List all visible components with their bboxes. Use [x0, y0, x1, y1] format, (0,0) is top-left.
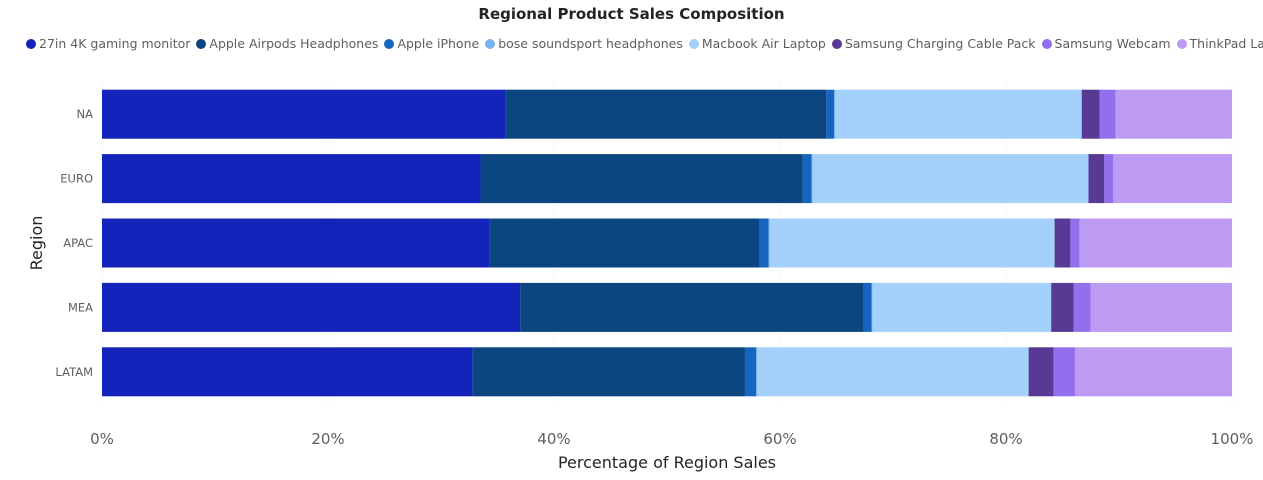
bar-segment[interactable]	[1090, 282, 1232, 332]
legend-item[interactable]: Apple iPhone	[384, 36, 479, 51]
bar-segment[interactable]	[505, 89, 827, 139]
legend-label: bose soundsport headphones	[498, 36, 683, 51]
bar-segment[interactable]	[1115, 89, 1232, 139]
bar-segment[interactable]	[863, 282, 872, 332]
bar-segment[interactable]	[802, 154, 812, 204]
bar-segment[interactable]	[835, 89, 1082, 139]
x-axis-title: Percentage of Region Sales	[558, 453, 776, 472]
bar-segment[interactable]	[1073, 282, 1091, 332]
bar-segment[interactable]	[1053, 347, 1075, 397]
legend-label: Apple Airpods Headphones	[209, 36, 379, 51]
legend-marker	[1176, 38, 1187, 49]
bar-segment[interactable]	[480, 154, 803, 204]
bar-segment[interactable]	[1081, 89, 1100, 139]
bar-segment[interactable]	[1054, 218, 1071, 268]
x-tick-label: 40%	[537, 430, 570, 448]
category-label: MEA	[68, 300, 93, 314]
bar-segment[interactable]	[1028, 347, 1054, 397]
bar-segment[interactable]	[834, 89, 836, 139]
legend-item[interactable]: 27in 4K gaming monitor	[26, 36, 190, 51]
x-tick-label: 80%	[989, 430, 1022, 448]
bar-segment[interactable]	[744, 347, 757, 397]
bar-segment[interactable]	[811, 154, 813, 204]
category-label: LATAM	[55, 365, 93, 379]
bar-segment[interactable]	[102, 282, 521, 332]
category-label: APAC	[63, 236, 93, 250]
bar-segment[interactable]	[871, 282, 873, 332]
legend-label: 27in 4K gaming monitor	[39, 36, 191, 51]
x-tick-label: 60%	[763, 430, 796, 448]
chart-title: Regional Product Sales Composition	[478, 5, 785, 23]
bar-segment[interactable]	[472, 347, 745, 397]
bar-segment[interactable]	[1079, 218, 1232, 268]
bar-segment[interactable]	[102, 89, 506, 139]
bar-segment[interactable]	[757, 347, 1029, 397]
bar-segment[interactable]	[769, 218, 1055, 268]
legend-marker	[485, 38, 496, 49]
legend-item[interactable]: Apple Airpods Headphones	[196, 36, 378, 51]
bar-segment[interactable]	[1070, 218, 1080, 268]
bar-segment[interactable]	[812, 154, 1089, 204]
bar-segment[interactable]	[826, 89, 835, 139]
y-axis-title: Region	[27, 216, 46, 271]
legend-item[interactable]: ThinkPad Laptop	[1176, 36, 1263, 51]
legend-label: Samsung Charging Cable Pack	[844, 36, 1036, 51]
legend-marker	[26, 38, 36, 49]
legend-marker	[1041, 38, 1052, 49]
legend-label: Apple iPhone	[397, 36, 480, 51]
legend-label: Macbook Air Laptop	[701, 36, 826, 51]
legend-item[interactable]: Samsung Charging Cable Pack	[831, 36, 1036, 51]
bar-segment[interactable]	[759, 218, 769, 268]
bar-segment[interactable]	[520, 282, 864, 332]
legend-item[interactable]: bose soundsport headphones	[485, 36, 683, 51]
bar-segment[interactable]	[872, 282, 1052, 332]
bar-segment[interactable]	[1104, 154, 1114, 204]
category-label: NA	[77, 107, 94, 121]
bar-segment[interactable]	[1074, 347, 1232, 397]
x-tick-label: 0%	[90, 430, 114, 448]
legend-marker	[196, 38, 207, 49]
legend-item[interactable]: Macbook Air Laptop	[688, 36, 826, 51]
chart-legend: 27in 4K gaming monitor Apple Airpods Head…	[26, 36, 1263, 51]
legend-item[interactable]: Samsung Webcam	[1041, 36, 1171, 51]
bar-segment[interactable]	[1113, 154, 1232, 204]
x-tick-label: 20%	[311, 430, 344, 448]
bar-segment[interactable]	[102, 218, 490, 268]
x-tick-label: 100%	[1211, 430, 1254, 448]
legend-marker	[688, 38, 699, 49]
bar-segment[interactable]	[768, 218, 770, 268]
legend-marker	[384, 38, 395, 49]
bar-segment[interactable]	[756, 347, 758, 397]
bar-segment[interactable]	[1099, 89, 1116, 139]
bar-segment[interactable]	[489, 218, 760, 268]
category-label: EURO	[60, 172, 93, 186]
bar-segment[interactable]	[1088, 154, 1105, 204]
bar-segment[interactable]	[102, 154, 481, 204]
bar-segment[interactable]	[102, 347, 473, 397]
legend-marker	[831, 38, 842, 49]
legend-label: Samsung Webcam	[1054, 36, 1171, 51]
bar-segment[interactable]	[1051, 282, 1074, 332]
legend-label: ThinkPad Laptop	[1189, 36, 1263, 51]
